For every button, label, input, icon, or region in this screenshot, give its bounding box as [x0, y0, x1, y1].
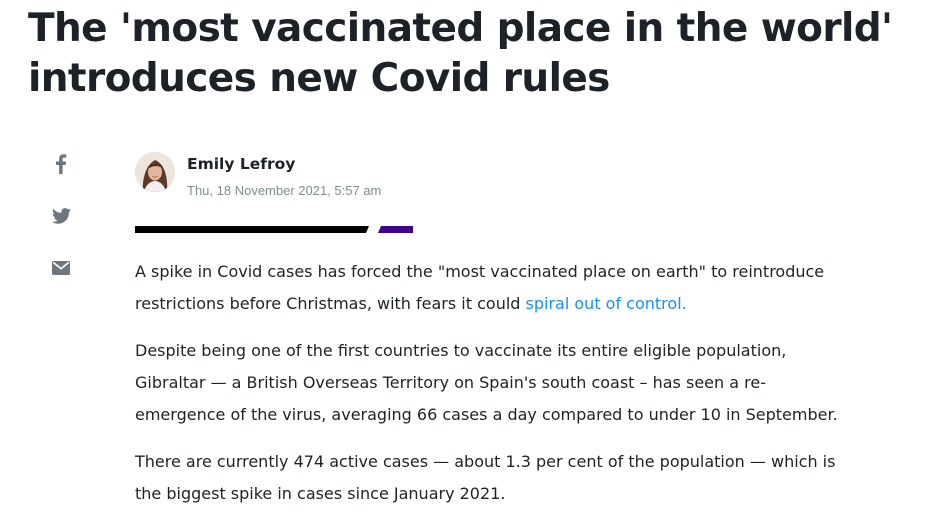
twitter-icon	[51, 208, 71, 224]
facebook-icon	[56, 154, 67, 174]
paragraph-text: There are currently 474 active cases — a…	[135, 452, 836, 503]
article-paragraph: A spike in Covid cases has forced the "m…	[135, 256, 855, 320]
share-twitter-button[interactable]	[46, 202, 76, 230]
share-email-button[interactable]	[46, 254, 76, 282]
publish-timestamp: Thu, 18 November 2021, 5:57 am	[187, 183, 382, 198]
spiral-out-of-control-link[interactable]: spiral out of control.	[525, 294, 687, 313]
article-headline: The 'most vaccinated place in the world'…	[28, 6, 893, 101]
byline-divider	[135, 226, 413, 233]
author-photo	[135, 152, 175, 192]
share-facebook-button[interactable]	[46, 150, 76, 178]
paragraph-text: Despite being one of the first countries…	[135, 341, 838, 424]
article-paragraph: Despite being one of the first countries…	[135, 335, 855, 431]
paragraph-text: A spike in Covid cases has forced the "m…	[135, 262, 825, 313]
article-body: A spike in Covid cases has forced the "m…	[135, 256, 855, 518]
email-icon	[52, 261, 70, 275]
author-name-link[interactable]: Emily Lefroy	[187, 155, 296, 173]
article-paragraph: There are currently 474 active cases — a…	[135, 446, 855, 510]
author-avatar[interactable]	[135, 152, 175, 192]
